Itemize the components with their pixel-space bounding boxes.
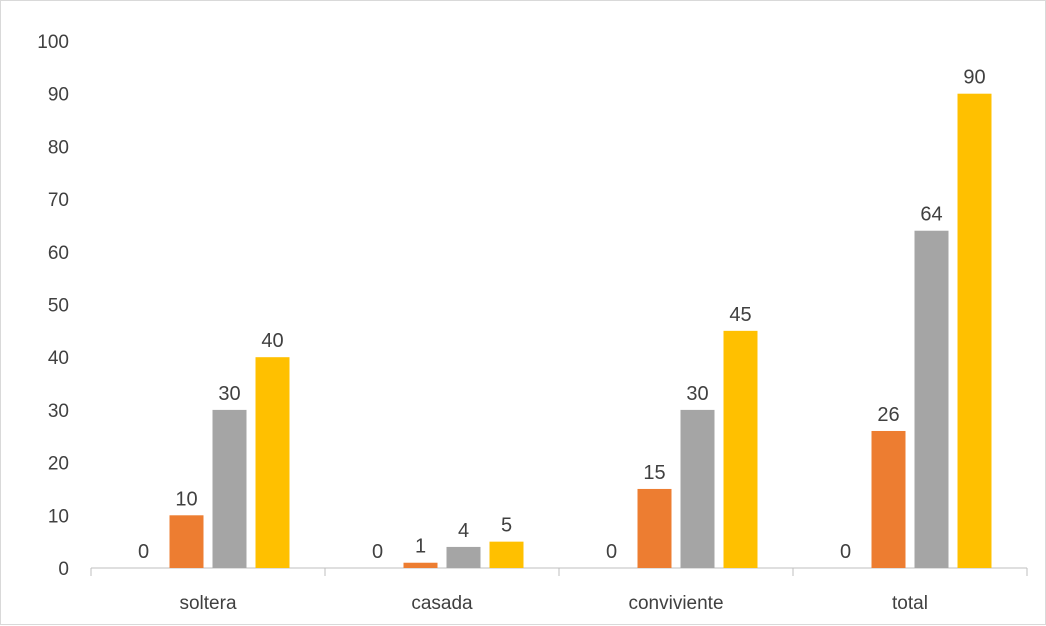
y-tick-label: 100: [37, 32, 69, 53]
bar: [957, 93, 992, 568]
bar: [403, 562, 438, 568]
y-tick-label: 10: [48, 506, 69, 527]
y-axis-tick-labels: 0 10 20 30 40 50 60 70 80 90 100: [37, 32, 69, 580]
y-tick-label: 0: [58, 559, 69, 580]
bar: [871, 430, 906, 568]
bar: [489, 541, 524, 568]
x-category-label: conviviente: [628, 593, 723, 614]
y-tick-label: 60: [48, 243, 69, 264]
bar: [637, 488, 672, 568]
bar: [446, 546, 481, 568]
data-label: 0: [606, 541, 617, 563]
data-label: 1: [415, 536, 426, 558]
y-tick-label: 30: [48, 401, 69, 422]
x-category-label: total: [892, 593, 928, 614]
x-category-label: soltera: [179, 593, 236, 614]
data-label: 0: [372, 541, 383, 563]
bar: [914, 230, 949, 568]
y-tick-label: 80: [48, 137, 69, 158]
x-axis: [90, 567, 1028, 576]
data-label: 0: [840, 541, 851, 563]
data-label: 45: [729, 304, 751, 326]
data-label: 10: [175, 488, 197, 510]
y-tick-label: 90: [48, 85, 69, 106]
data-label: 0: [138, 541, 149, 563]
data-label: 64: [920, 204, 942, 226]
bars: [169, 93, 992, 568]
x-axis-category-labels: soltera casada conviviente total: [179, 593, 927, 614]
data-label: 40: [261, 330, 283, 352]
bar: [723, 330, 758, 568]
data-label: 26: [877, 404, 899, 426]
bar: [255, 357, 290, 568]
data-label: 4: [458, 520, 469, 542]
y-tick-label: 70: [48, 190, 69, 211]
bar: [169, 515, 204, 568]
data-label: 90: [963, 67, 985, 89]
bar: [212, 409, 247, 568]
data-label: 30: [686, 383, 708, 405]
data-label: 15: [643, 462, 665, 484]
x-category-label: casada: [411, 593, 473, 614]
data-label: 30: [218, 383, 240, 405]
y-tick-label: 40: [48, 348, 69, 369]
bar: [680, 409, 715, 568]
y-tick-label: 50: [48, 296, 69, 317]
data-label: 5: [501, 515, 512, 537]
y-tick-label: 20: [48, 454, 69, 475]
